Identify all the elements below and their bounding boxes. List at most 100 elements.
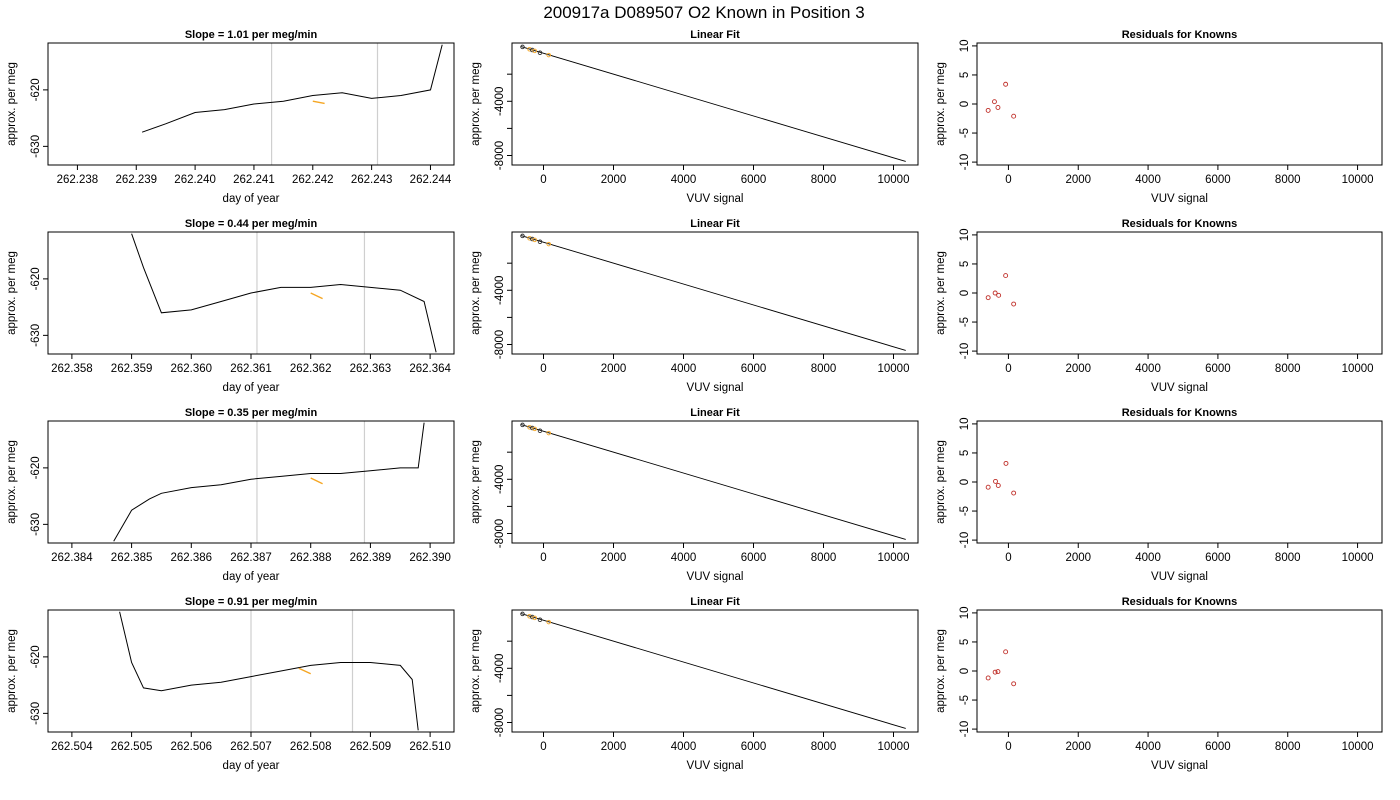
data-point: [530, 47, 535, 53]
data-point: [520, 44, 525, 50]
plot-frame: [976, 231, 1383, 355]
x-tick-label: 2000: [1065, 363, 1091, 375]
x-tick-label: 4000: [671, 174, 697, 186]
y-tick-label: -620: [30, 645, 42, 668]
panel-title: Slope = 0.35 per meg/min: [185, 407, 318, 419]
x-tick-label: 262.239: [115, 174, 157, 186]
x-tick-label: 10000: [1342, 552, 1374, 564]
data-point: [992, 669, 998, 675]
x-tick-label: 262.363: [350, 363, 392, 375]
data-point: [1003, 273, 1009, 279]
x-axis-label: VUV signal: [1151, 760, 1208, 772]
y-tick-label: 0: [959, 101, 971, 107]
y-tick-label: 5: [959, 639, 971, 645]
plot-frame: [976, 420, 1383, 544]
data-point: [532, 48, 538, 54]
data-point: [995, 483, 1001, 488]
x-tick-label: 0: [540, 741, 546, 753]
y-tick-label: -5: [959, 695, 971, 705]
data-point: [530, 236, 535, 242]
plot-area: [113, 422, 425, 542]
y-tick-label: -8000: [494, 141, 506, 170]
y-tick-label: -5: [959, 506, 971, 516]
highlight-segment: [298, 667, 311, 675]
plot-area: [520, 611, 906, 729]
x-tick-label: 6000: [1205, 741, 1231, 753]
x-tick-label: 2000: [601, 363, 627, 375]
y-tick-label: 0: [959, 479, 971, 485]
x-tick-label: 4000: [1135, 174, 1161, 186]
highlight-segment: [310, 292, 323, 300]
x-tick-label: 262.360: [171, 363, 213, 375]
panel-time-row1: Slope = 1.01 per meg/min 262.238 262.239 26…: [6, 29, 455, 205]
plot-frame: [511, 420, 919, 544]
x-axis-label: day of year: [223, 571, 280, 583]
x-tick-label: 262.238: [57, 174, 99, 186]
x-tick-label: 4000: [671, 552, 697, 564]
x-tick-label: 2000: [601, 741, 627, 753]
x-axis-label: VUV signal: [1151, 571, 1208, 583]
y-tick-label: 5: [959, 72, 971, 78]
data-point: [537, 428, 543, 434]
x-tick-label: 10000: [878, 363, 910, 375]
x-tick-label: 0: [540, 363, 546, 375]
plot-area: [985, 649, 1017, 687]
x-tick-label: 6000: [1205, 552, 1231, 564]
highlight-segment: [310, 477, 323, 485]
y-tick-label: 10: [959, 607, 971, 620]
x-tick-label: 262.361: [230, 363, 272, 375]
y-tick-label: -8000: [494, 330, 506, 359]
x-tick-label: 262.242: [292, 174, 334, 186]
x-tick-label: 262.384: [51, 552, 93, 564]
plot-frame: [47, 42, 455, 166]
x-tick-label: 262.506: [171, 741, 213, 753]
data-point: [527, 235, 532, 241]
plot-frame: [47, 420, 455, 544]
data-point: [546, 430, 552, 436]
data-point: [985, 484, 991, 490]
y-tick-label: -630: [30, 135, 42, 158]
x-tick-label: 4000: [671, 363, 697, 375]
data-point: [530, 425, 535, 431]
y-tick-label: -4000: [494, 654, 506, 683]
x-tick-label: 262.390: [409, 552, 451, 564]
y-axis-label: approx. per meg: [935, 251, 947, 335]
x-tick-label: 262.509: [350, 741, 392, 753]
x-axis-label: day of year: [223, 760, 280, 772]
y-tick-label: -620: [30, 78, 42, 101]
data-point: [537, 617, 543, 623]
y-tick-label: -10: [959, 721, 971, 738]
panel-title: Residuals for Knowns: [1122, 407, 1238, 419]
plot-area: [985, 81, 1017, 119]
plot-area: [119, 611, 419, 731]
y-axis-label: approx. per meg: [6, 629, 18, 713]
x-tick-label: 0: [540, 552, 546, 564]
panel-title: Slope = 0.91 per meg/min: [185, 596, 318, 608]
fit-line: [520, 235, 906, 351]
data-point: [530, 614, 535, 620]
x-tick-label: 0: [540, 174, 546, 186]
y-tick-label: 5: [959, 261, 971, 267]
x-tick-label: 8000: [1275, 363, 1301, 375]
y-tick-label: -10: [959, 154, 971, 171]
panel-title: Slope = 1.01 per meg/min: [185, 29, 318, 41]
x-tick-label: 262.507: [230, 741, 272, 753]
y-axis-label: approx. per meg: [470, 62, 482, 146]
y-tick-label: -10: [959, 532, 971, 549]
x-tick-label: 262.508: [290, 741, 332, 753]
y-tick-label: 5: [959, 450, 971, 456]
data-point: [996, 292, 1002, 298]
plot-frame: [511, 609, 919, 733]
x-tick-label: 8000: [811, 363, 837, 375]
data-point: [546, 619, 552, 625]
x-tick-label: 262.389: [350, 552, 392, 564]
data-point: [520, 422, 525, 428]
x-tick-label: 10000: [1342, 174, 1374, 186]
data-point: [1003, 81, 1009, 87]
y-tick-label: -4000: [494, 87, 506, 116]
x-tick-label: 262.240: [174, 174, 216, 186]
plot-area: [131, 233, 437, 353]
data-point: [993, 478, 998, 484]
x-tick-label: 262.505: [111, 741, 153, 753]
